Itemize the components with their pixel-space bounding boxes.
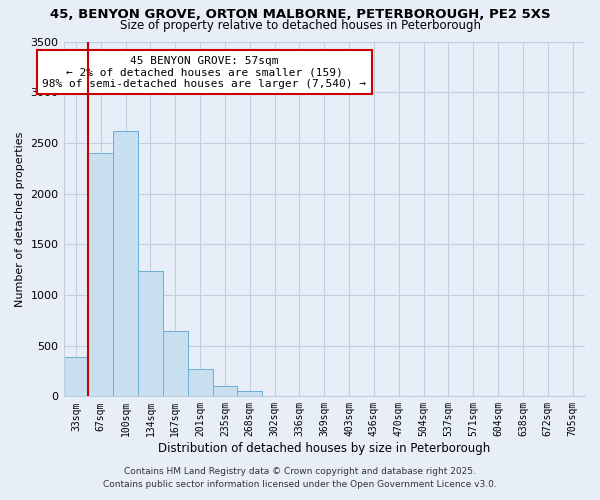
Bar — [238, 391, 262, 396]
Bar — [88, 153, 113, 396]
Bar — [163, 332, 188, 396]
Bar — [212, 386, 238, 396]
Text: Size of property relative to detached houses in Peterborough: Size of property relative to detached ho… — [119, 19, 481, 32]
X-axis label: Distribution of detached houses by size in Peterborough: Distribution of detached houses by size … — [158, 442, 490, 455]
Text: 45, BENYON GROVE, ORTON MALBORNE, PETERBOROUGH, PE2 5XS: 45, BENYON GROVE, ORTON MALBORNE, PETERB… — [50, 8, 550, 20]
Bar — [138, 270, 163, 396]
Bar — [113, 130, 138, 396]
Text: 45 BENYON GROVE: 57sqm
← 2% of detached houses are smaller (159)
98% of semi-det: 45 BENYON GROVE: 57sqm ← 2% of detached … — [43, 56, 367, 89]
Text: Contains HM Land Registry data © Crown copyright and database right 2025.
Contai: Contains HM Land Registry data © Crown c… — [103, 468, 497, 489]
Bar — [64, 357, 88, 397]
Y-axis label: Number of detached properties: Number of detached properties — [15, 131, 25, 306]
Bar — [188, 369, 212, 396]
